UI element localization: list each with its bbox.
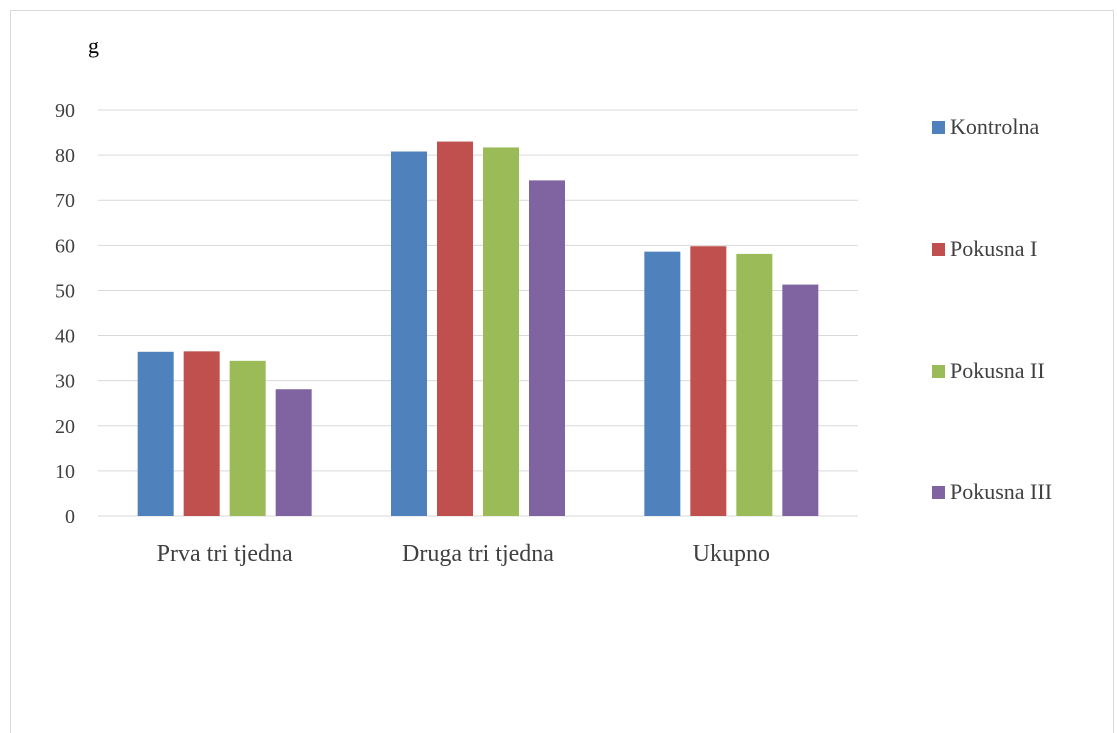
x-tick-label: Prva tri tjedna — [157, 541, 293, 567]
bar — [229, 360, 266, 516]
legend-item: Pokusna III — [932, 479, 1052, 504]
y-tick-label: 60 — [55, 235, 75, 257]
legend-swatch — [932, 365, 945, 378]
bar — [736, 253, 773, 516]
bar — [183, 351, 220, 516]
bar — [137, 351, 174, 516]
legend: Kontrolna Pokusna I Pokusna II Pokusna III — [932, 114, 1052, 504]
legend-label: Pokusna II — [950, 358, 1045, 383]
y-tick-label: 90 — [55, 100, 75, 122]
legend-label: Pokusna I — [950, 236, 1037, 261]
bar — [690, 246, 727, 517]
bar — [529, 180, 565, 516]
y-tick-label: 0 — [65, 506, 75, 528]
bar — [782, 284, 819, 516]
y-axis-ticks: 0 10 20 30 40 50 60 70 80 90 — [55, 100, 75, 528]
bar — [275, 389, 312, 516]
chart-frame — [10, 10, 1114, 733]
x-tick-label: Druga tri tjedna — [402, 541, 554, 567]
legend-label: Pokusna III — [950, 479, 1052, 504]
y-tick-label: 30 — [55, 371, 75, 393]
bars — [137, 141, 819, 517]
y-tick-label: 20 — [55, 416, 75, 438]
legend-swatch — [932, 121, 945, 134]
x-tick-label: Ukupno — [693, 541, 770, 567]
legend-item: Pokusna I — [932, 236, 1037, 261]
y-axis-label: g — [88, 33, 99, 58]
bar — [437, 141, 473, 517]
bar — [391, 151, 427, 516]
y-tick-label: 80 — [55, 145, 75, 167]
legend-swatch — [932, 486, 945, 499]
y-tick-label: 10 — [55, 461, 75, 483]
legend-item: Pokusna II — [932, 358, 1045, 383]
bar — [483, 147, 519, 517]
legend-swatch — [932, 243, 945, 256]
bar — [644, 251, 681, 516]
legend-label: Kontrolna — [950, 114, 1039, 139]
y-tick-label: 70 — [55, 190, 75, 212]
legend-item: Kontrolna — [932, 114, 1039, 139]
gridlines — [98, 109, 858, 517]
y-tick-label: 40 — [55, 326, 75, 348]
y-tick-label: 50 — [55, 280, 75, 302]
x-axis-ticks: Prva tri tjedna Druga tri tjedna Ukupno — [157, 541, 770, 567]
